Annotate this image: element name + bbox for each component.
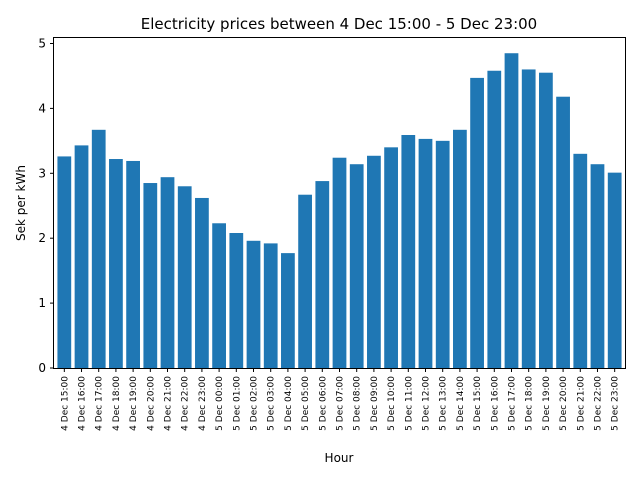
bar-1 xyxy=(74,145,89,368)
bar-29 xyxy=(556,96,570,369)
y-tick-label-5: 5 xyxy=(38,36,46,50)
x-tick-label-29: 5 Dec 20:00 xyxy=(559,376,569,431)
bar-5 xyxy=(143,183,158,368)
bar-32 xyxy=(607,172,622,368)
bar-7 xyxy=(177,186,192,368)
x-tick-label-14: 5 Dec 05:00 xyxy=(301,376,311,431)
chart-title: Electricity prices between 4 Dec 15:00 -… xyxy=(141,15,537,33)
bar-18 xyxy=(367,155,381,368)
x-tick-label-24: 5 Dec 15:00 xyxy=(473,376,483,431)
bar-28 xyxy=(539,72,553,368)
bar-0 xyxy=(57,156,72,368)
x-tick-label-18: 5 Dec 09:00 xyxy=(370,376,380,431)
bar-21 xyxy=(418,138,433,368)
x-tick-label-0: 4 Dec 15:00 xyxy=(60,376,70,431)
x-tick-label-2: 4 Dec 17:00 xyxy=(95,376,105,431)
y-tick-label-0: 0 xyxy=(38,361,46,375)
x-tick-label-20: 5 Dec 11:00 xyxy=(404,376,414,431)
bar-26 xyxy=(504,53,519,368)
bar-8 xyxy=(195,197,209,368)
x-tick-label-4: 4 Dec 19:00 xyxy=(129,376,139,431)
y-tick-label-3: 3 xyxy=(38,166,46,180)
x-tick-label-1: 4 Dec 16:00 xyxy=(78,376,88,431)
x-tick-label-22: 5 Dec 13:00 xyxy=(439,376,449,431)
x-tick-label-17: 5 Dec 08:00 xyxy=(353,376,363,431)
bar-23 xyxy=(453,129,467,368)
bar-15 xyxy=(315,181,330,368)
bar-9 xyxy=(212,223,226,368)
x-tick-label-6: 4 Dec 21:00 xyxy=(164,376,174,431)
bar-25 xyxy=(487,70,502,368)
bars-group xyxy=(57,53,622,369)
bar-30 xyxy=(573,153,588,368)
bar-19 xyxy=(384,147,398,368)
bar-24 xyxy=(470,77,484,368)
y-tick-label-4: 4 xyxy=(38,101,46,115)
x-tick-label-23: 5 Dec 14:00 xyxy=(456,376,466,431)
x-tick-label-30: 5 Dec 21:00 xyxy=(576,376,586,431)
x-tick-label-19: 5 Dec 10:00 xyxy=(387,376,397,431)
bar-31 xyxy=(590,164,605,368)
x-tick-label-8: 4 Dec 23:00 xyxy=(198,376,208,431)
x-tick-label-7: 4 Dec 22:00 xyxy=(181,376,191,431)
x-tick-label-21: 5 Dec 12:00 xyxy=(421,376,431,431)
x-axis-label: Hour xyxy=(325,451,354,465)
x-tick-label-25: 5 Dec 16:00 xyxy=(490,376,500,431)
x-tick-label-13: 5 Dec 04:00 xyxy=(284,376,294,431)
bar-17 xyxy=(349,164,364,368)
bar-12 xyxy=(263,243,278,368)
bar-4 xyxy=(126,160,140,368)
bar-6 xyxy=(160,177,175,368)
y-axis-label: Sek per kWh xyxy=(14,165,28,241)
bar-13 xyxy=(281,253,295,368)
x-tick-label-32: 5 Dec 23:00 xyxy=(611,376,621,431)
x-tick-label-27: 5 Dec 18:00 xyxy=(525,376,535,431)
bar-3 xyxy=(109,159,123,368)
x-tick-label-15: 5 Dec 06:00 xyxy=(318,376,328,431)
x-tick-label-12: 5 Dec 03:00 xyxy=(267,376,277,431)
bar-16 xyxy=(332,157,347,368)
x-tick-label-3: 4 Dec 18:00 xyxy=(112,376,122,431)
bar-2 xyxy=(91,129,106,368)
x-tick-label-26: 5 Dec 17:00 xyxy=(507,376,517,431)
x-tick-label-28: 5 Dec 19:00 xyxy=(542,376,552,431)
y-tick-label-1: 1 xyxy=(38,296,46,310)
x-axis: 4 Dec 15:00 4 Dec 16:00 4 Dec 17:00 4 Dec 1… xyxy=(60,368,621,431)
bar-14 xyxy=(298,194,312,368)
x-tick-label-11: 5 Dec 02:00 xyxy=(250,376,260,431)
bar-27 xyxy=(521,69,536,368)
y-tick-label-2: 2 xyxy=(38,231,46,245)
bar-20 xyxy=(401,135,416,368)
x-tick-label-10: 5 Dec 01:00 xyxy=(232,376,242,431)
bar-22 xyxy=(435,140,450,368)
bar-11 xyxy=(246,240,261,368)
x-tick-label-5: 4 Dec 20:00 xyxy=(146,376,156,431)
x-tick-label-16: 5 Dec 07:00 xyxy=(336,376,346,431)
x-tick-label-9: 5 Dec 00:00 xyxy=(215,376,225,431)
bar-10 xyxy=(229,233,244,368)
y-axis: 0 1 2 3 4 5 xyxy=(38,36,54,375)
x-tick-label-31: 5 Dec 22:00 xyxy=(593,376,603,431)
